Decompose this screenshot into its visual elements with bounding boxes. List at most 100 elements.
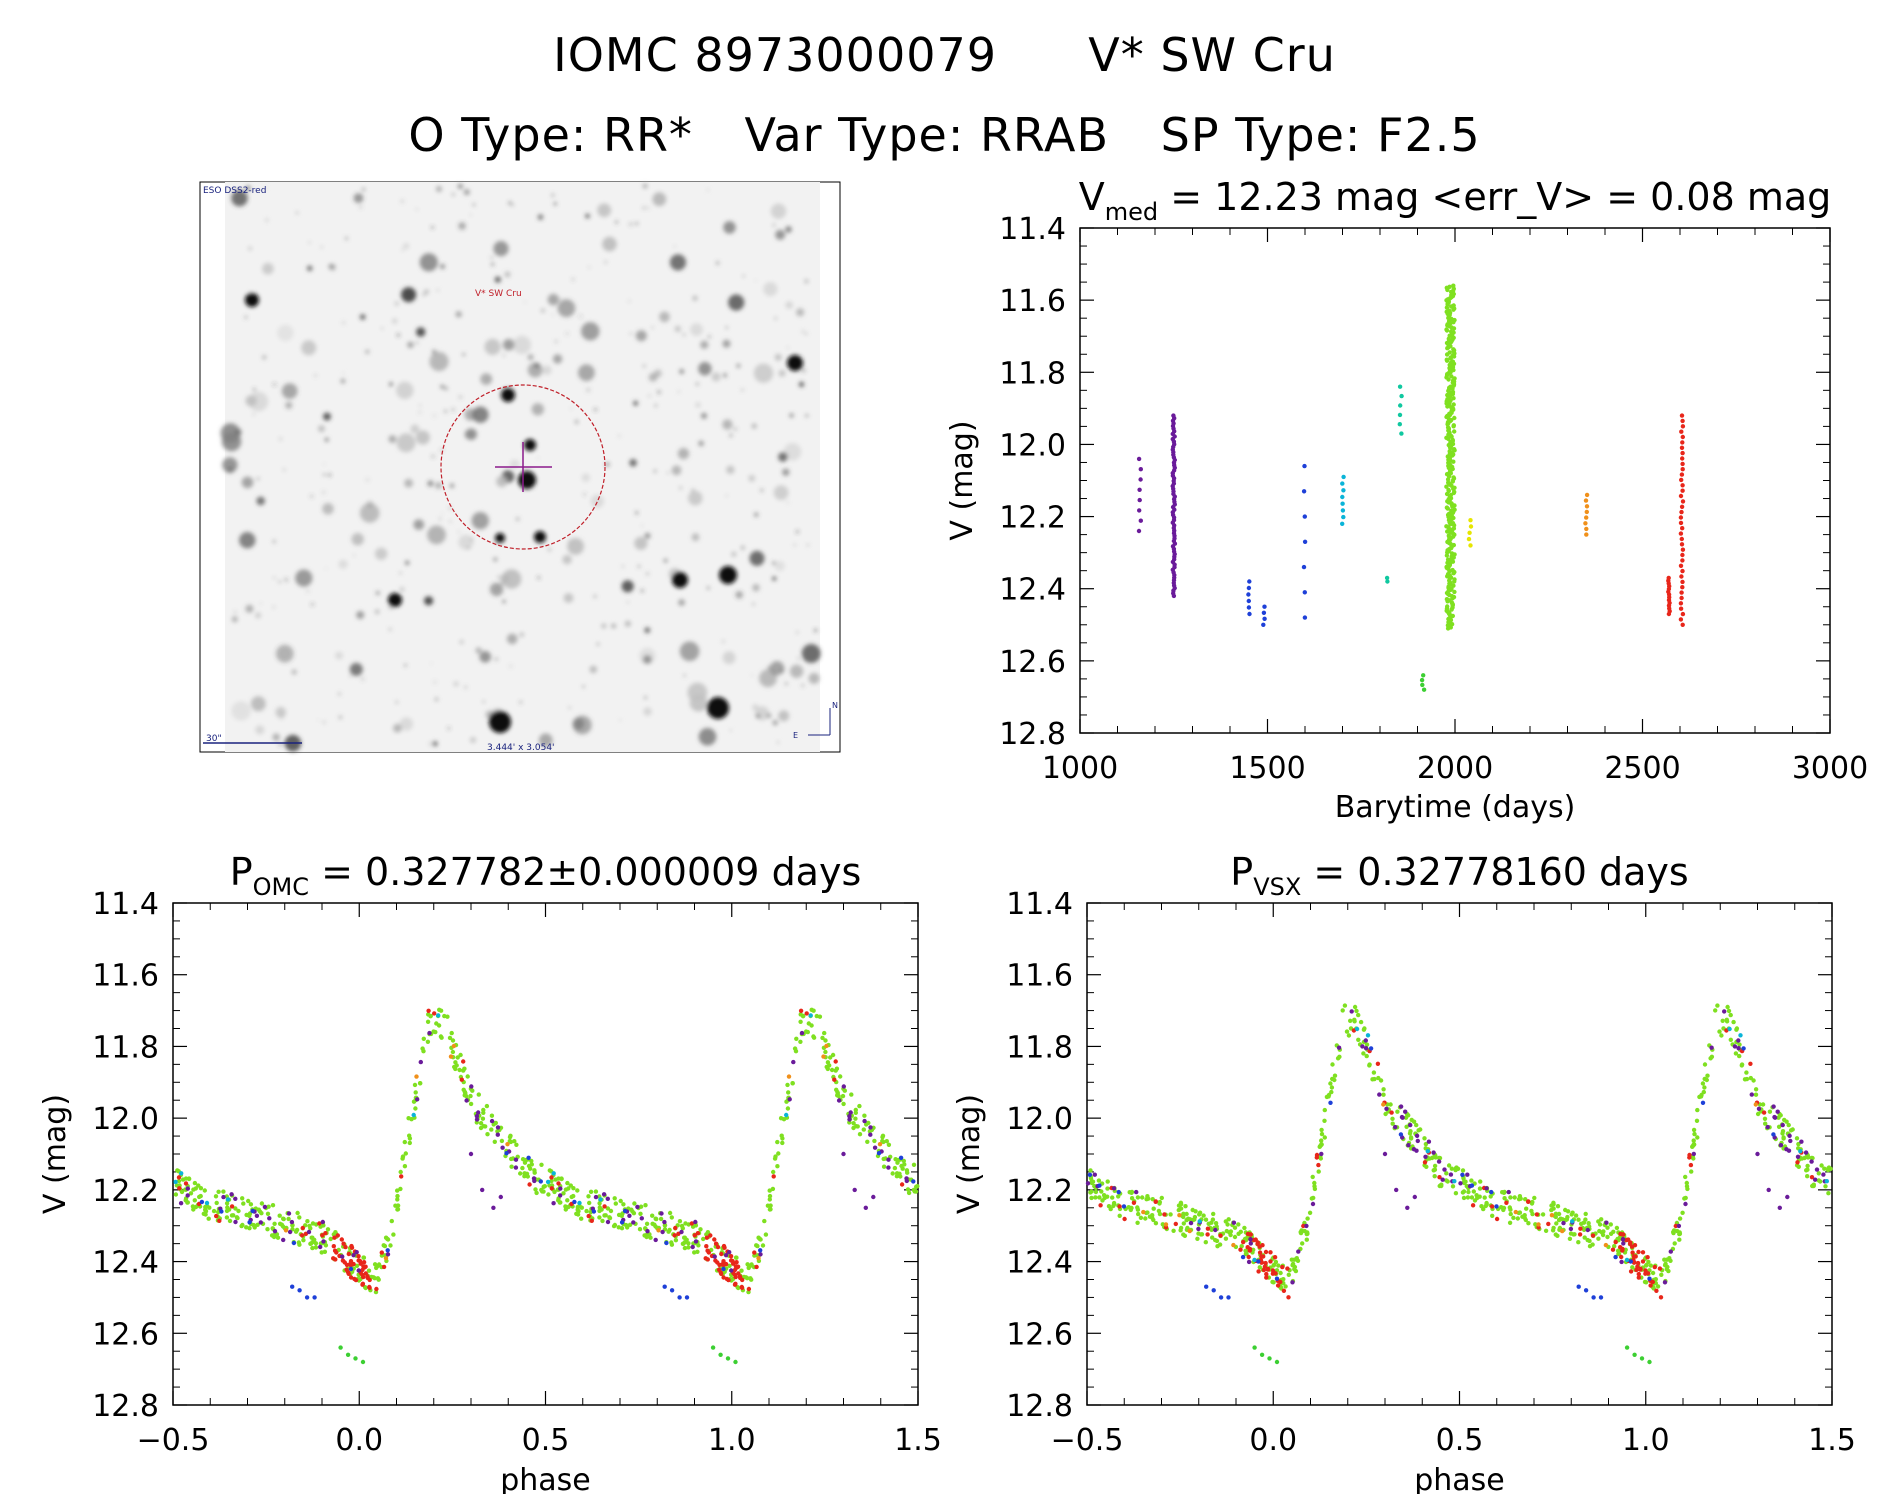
data-point [1654, 1288, 1659, 1294]
data-point [677, 1295, 682, 1300]
data-point [721, 1275, 726, 1280]
data-point [625, 1225, 630, 1230]
data-point [229, 1204, 235, 1209]
data-point [1680, 467, 1685, 472]
data-point [233, 1219, 238, 1225]
data-point [1679, 574, 1684, 579]
data-point [1305, 1216, 1310, 1221]
data-point [1664, 1257, 1670, 1262]
data-point [1680, 526, 1685, 531]
finder-star [657, 390, 661, 394]
finder-star [415, 341, 419, 344]
chart-title-text: = 12.23 mag <err_V> = 0.08 mag [1158, 175, 1831, 219]
data-point [1511, 1215, 1516, 1221]
finder-star [594, 408, 597, 411]
data-point [1259, 1352, 1265, 1358]
data-point [538, 1179, 543, 1184]
data-point [1543, 1228, 1549, 1234]
data-point [354, 1263, 360, 1269]
data-point [605, 1219, 611, 1225]
finder-star [527, 354, 534, 361]
data-point [356, 1268, 361, 1273]
plot-frame [1086, 902, 1833, 1406]
data-point [1613, 1239, 1618, 1245]
data-point [575, 1207, 580, 1212]
data-point [739, 1285, 745, 1291]
data-point [704, 1235, 710, 1240]
finder-star [805, 332, 808, 335]
data-point [1444, 305, 1450, 310]
data-point [450, 1038, 456, 1043]
data-point [1631, 1254, 1637, 1259]
data-point [1732, 1044, 1738, 1049]
data-point [1767, 1109, 1773, 1114]
data-point [453, 1060, 458, 1065]
finder-star [701, 412, 707, 419]
finder-star [440, 264, 445, 269]
data-point [176, 1175, 182, 1180]
data-point [1753, 1092, 1759, 1097]
data-point [1520, 1214, 1525, 1219]
data-point [1210, 1217, 1216, 1222]
data-point [1272, 1255, 1278, 1260]
data-point [776, 1151, 781, 1156]
data-point [1805, 1163, 1810, 1169]
data-point [1432, 1167, 1438, 1172]
data-point [1403, 1109, 1408, 1114]
data-point [1274, 1276, 1280, 1281]
finder-star [462, 353, 466, 356]
data-point [1813, 1177, 1818, 1182]
finder-star [748, 474, 756, 482]
data-point [1702, 1062, 1708, 1067]
x-tick-label: −0.5 [1051, 1423, 1124, 1458]
finder-star [597, 203, 612, 218]
data-point [265, 1227, 270, 1232]
data-point [1157, 1211, 1163, 1217]
data-point [361, 1255, 366, 1260]
finder-star [551, 193, 555, 197]
data-point [183, 1181, 189, 1186]
data-point [899, 1182, 905, 1187]
data-point [409, 1117, 414, 1122]
finder-star [725, 494, 728, 497]
finder-star [786, 501, 789, 504]
finder-star [295, 211, 299, 215]
data-point [1583, 498, 1589, 503]
data-point [1263, 1260, 1268, 1266]
data-point [177, 1186, 182, 1191]
data-point [1682, 1196, 1687, 1201]
data-point [877, 1142, 883, 1147]
data-point [1565, 1209, 1571, 1214]
data-point [1568, 1231, 1574, 1236]
data-point [712, 1254, 717, 1259]
finder-star [729, 728, 733, 732]
finder-star [396, 381, 414, 400]
data-point [710, 1345, 716, 1350]
data-point [1425, 1149, 1431, 1154]
finder-star-bright [534, 531, 546, 543]
y-tick-label: 11.8 [1006, 1030, 1073, 1065]
data-point [1301, 564, 1307, 570]
data-point [1211, 1288, 1216, 1293]
data-point [1466, 536, 1472, 542]
data-point [1247, 1246, 1253, 1252]
data-point [533, 1187, 538, 1192]
data-point [575, 1212, 581, 1217]
data-point [1316, 1169, 1321, 1174]
data-point [1157, 1199, 1163, 1205]
finder-star [581, 473, 590, 482]
data-point [1648, 1263, 1654, 1268]
data-point [1171, 593, 1177, 599]
data-point [822, 1030, 827, 1036]
finder-star [508, 201, 512, 205]
data-point [575, 1188, 580, 1193]
data-point [1340, 508, 1346, 513]
data-point [1356, 1012, 1361, 1018]
data-point [1679, 445, 1685, 450]
data-point [1192, 1217, 1197, 1222]
finder-star [413, 519, 425, 530]
data-point [357, 1258, 363, 1264]
data-point [645, 1229, 650, 1234]
data-point [682, 1245, 688, 1251]
data-point [221, 1189, 226, 1194]
